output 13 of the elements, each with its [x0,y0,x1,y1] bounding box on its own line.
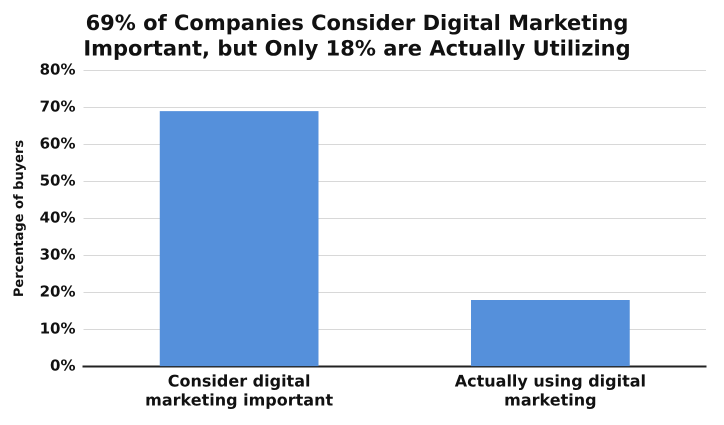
y-tick-label: 0% [50,356,76,374]
x-tick-label: Actually using digital marketing [454,371,646,410]
y-tick-label: 50% [40,171,76,190]
y-tick-label: 40% [40,208,76,226]
x-tick-label: Consider digital marketing important [145,371,334,410]
y-tick-label: 10% [40,319,76,338]
y-tick-label: 20% [40,282,76,300]
chart-title: 69% of Companies Consider Digital Marketing Important, but Only 18% are Actually Utilizing [83,11,631,60]
y-tick-label: 80% [40,60,76,78]
y-tick-label: 30% [40,245,76,264]
y-tick-label: 70% [40,97,76,116]
y-tick-label: 60% [40,134,76,152]
y-axis-title: Percentage of buyers [12,140,28,298]
